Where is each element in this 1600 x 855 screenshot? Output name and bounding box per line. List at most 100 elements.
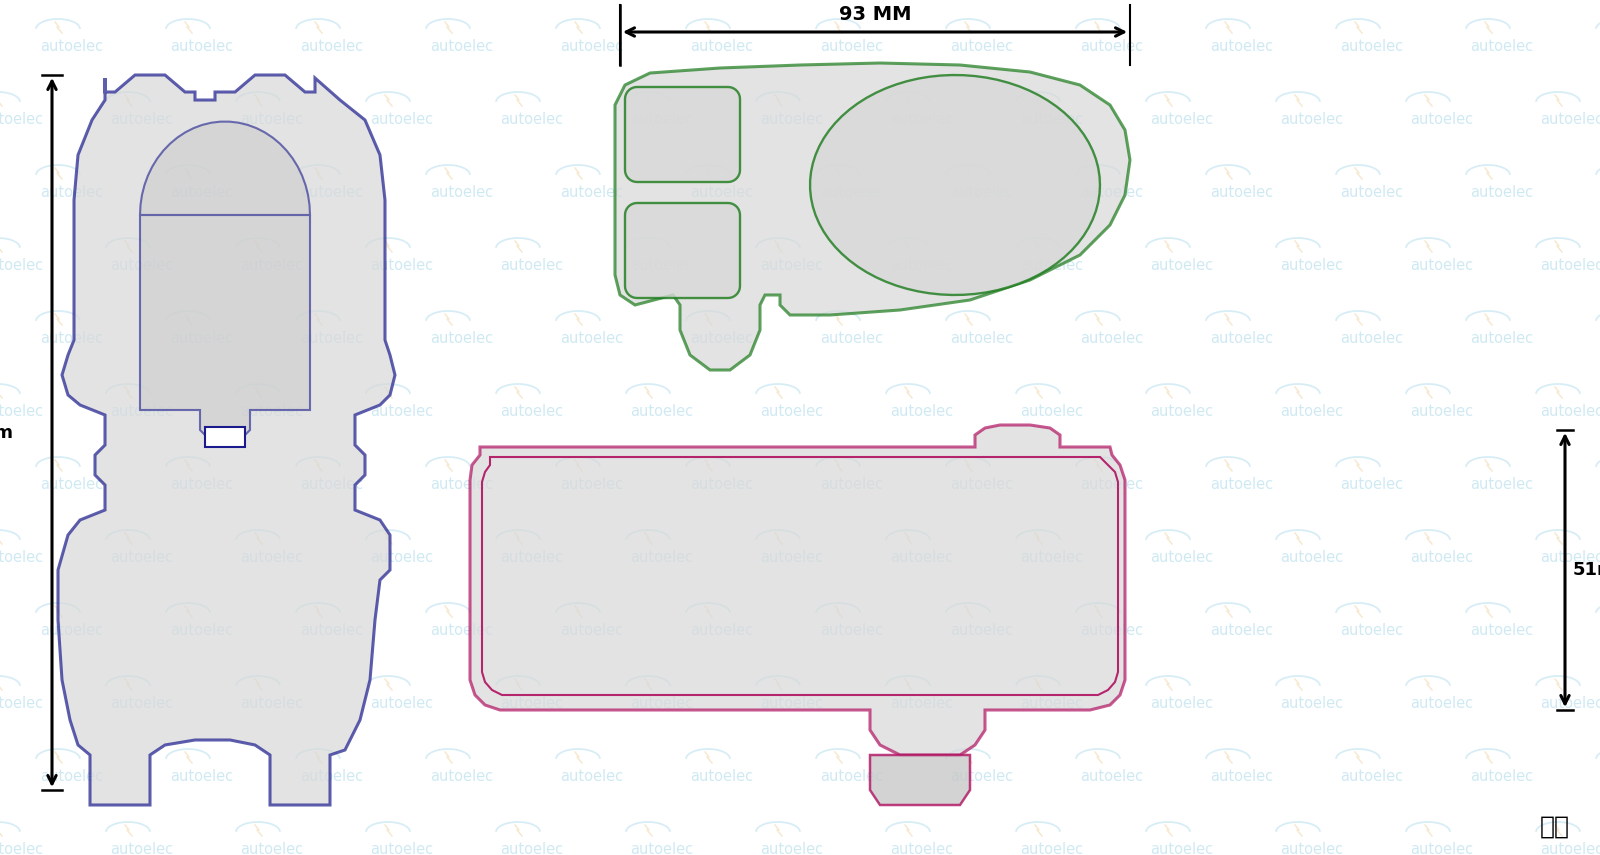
Text: autoelec: autoelec xyxy=(1539,404,1600,419)
Text: autoelec: autoelec xyxy=(630,258,693,273)
Text: autoelec: autoelec xyxy=(430,477,493,492)
Text: autoelec: autoelec xyxy=(1280,404,1342,419)
Text: autoelec: autoelec xyxy=(499,842,563,855)
Text: autoelec: autoelec xyxy=(1470,477,1533,492)
Text: autoelec: autoelec xyxy=(1150,550,1213,565)
Text: autoelec: autoelec xyxy=(370,404,434,419)
Text: autoelec: autoelec xyxy=(110,112,173,127)
Text: autoelec: autoelec xyxy=(1410,404,1474,419)
Text: autoelec: autoelec xyxy=(690,477,754,492)
Text: autoelec: autoelec xyxy=(240,842,302,855)
Text: 124mm: 124mm xyxy=(0,423,14,441)
Text: autoelec: autoelec xyxy=(170,185,234,200)
Text: autoelec: autoelec xyxy=(240,404,302,419)
Text: autoelec: autoelec xyxy=(560,39,622,54)
Text: autoelec: autoelec xyxy=(1539,842,1600,855)
Text: autoelec: autoelec xyxy=(370,696,434,711)
Text: autoelec: autoelec xyxy=(690,185,754,200)
Text: autoelec: autoelec xyxy=(560,477,622,492)
Polygon shape xyxy=(810,75,1101,295)
Text: autoelec: autoelec xyxy=(890,404,954,419)
Polygon shape xyxy=(626,87,739,182)
Text: autoelec: autoelec xyxy=(1210,39,1274,54)
Text: autoelec: autoelec xyxy=(1341,331,1403,346)
Polygon shape xyxy=(626,203,739,298)
Text: autoelec: autoelec xyxy=(560,185,622,200)
Text: autoelec: autoelec xyxy=(1021,404,1083,419)
Text: autoelec: autoelec xyxy=(110,404,173,419)
Text: autoelec: autoelec xyxy=(760,258,822,273)
Text: autoelec: autoelec xyxy=(1210,769,1274,784)
Text: autoelec: autoelec xyxy=(1280,258,1342,273)
Text: autoelec: autoelec xyxy=(240,696,302,711)
Text: autoelec: autoelec xyxy=(1410,112,1474,127)
Text: autoelec: autoelec xyxy=(430,331,493,346)
Text: autoelec: autoelec xyxy=(301,623,363,638)
Text: autoelec: autoelec xyxy=(370,550,434,565)
Text: autoelec: autoelec xyxy=(819,769,883,784)
Polygon shape xyxy=(470,425,1125,755)
Text: autoelec: autoelec xyxy=(1150,842,1213,855)
Text: autoelec: autoelec xyxy=(1210,185,1274,200)
Text: autoelec: autoelec xyxy=(499,550,563,565)
Text: autoelec: autoelec xyxy=(560,769,622,784)
Text: autoelec: autoelec xyxy=(301,331,363,346)
Text: autoelec: autoelec xyxy=(1080,39,1142,54)
Text: autoelec: autoelec xyxy=(690,331,754,346)
Text: autoelec: autoelec xyxy=(0,842,43,855)
Text: autoelec: autoelec xyxy=(819,185,883,200)
Text: autoelec: autoelec xyxy=(170,331,234,346)
Text: autoelec: autoelec xyxy=(430,185,493,200)
Text: autoelec: autoelec xyxy=(110,842,173,855)
Polygon shape xyxy=(870,755,970,805)
Text: autoelec: autoelec xyxy=(630,696,693,711)
Text: autoelec: autoelec xyxy=(430,39,493,54)
Text: autoelec: autoelec xyxy=(819,623,883,638)
Text: autoelec: autoelec xyxy=(1080,185,1142,200)
Text: autoelec: autoelec xyxy=(170,623,234,638)
Text: autoelec: autoelec xyxy=(110,550,173,565)
Text: autoelec: autoelec xyxy=(40,477,102,492)
Text: autoelec: autoelec xyxy=(0,696,43,711)
Text: autoelec: autoelec xyxy=(950,623,1013,638)
Text: autoelec: autoelec xyxy=(170,769,234,784)
Text: autoelec: autoelec xyxy=(1539,258,1600,273)
Text: autoelec: autoelec xyxy=(630,842,693,855)
Text: autoelec: autoelec xyxy=(890,258,954,273)
Text: autoelec: autoelec xyxy=(1021,842,1083,855)
Text: autoelec: autoelec xyxy=(1410,696,1474,711)
Text: autoelec: autoelec xyxy=(1280,550,1342,565)
Text: autoelec: autoelec xyxy=(1280,112,1342,127)
Text: autoelec: autoelec xyxy=(301,39,363,54)
Text: autoelec: autoelec xyxy=(1021,696,1083,711)
Text: autoelec: autoelec xyxy=(240,258,302,273)
Text: autoelec: autoelec xyxy=(819,477,883,492)
Text: autoelec: autoelec xyxy=(40,769,102,784)
Text: autoelec: autoelec xyxy=(1539,550,1600,565)
Text: autoelec: autoelec xyxy=(499,404,563,419)
Text: autoelec: autoelec xyxy=(301,185,363,200)
Text: autoelec: autoelec xyxy=(1021,550,1083,565)
Text: autoelec: autoelec xyxy=(819,39,883,54)
Text: 🇦🇺: 🇦🇺 xyxy=(1539,815,1570,839)
Text: autoelec: autoelec xyxy=(1539,696,1600,711)
Text: autoelec: autoelec xyxy=(690,769,754,784)
Text: autoelec: autoelec xyxy=(630,550,693,565)
Text: autoelec: autoelec xyxy=(890,696,954,711)
Text: autoelec: autoelec xyxy=(370,842,434,855)
Text: autoelec: autoelec xyxy=(0,258,43,273)
Text: autoelec: autoelec xyxy=(760,404,822,419)
Text: autoelec: autoelec xyxy=(40,39,102,54)
Text: autoelec: autoelec xyxy=(370,112,434,127)
Text: autoelec: autoelec xyxy=(819,331,883,346)
Text: autoelec: autoelec xyxy=(560,623,622,638)
Text: autoelec: autoelec xyxy=(1150,404,1213,419)
Text: autoelec: autoelec xyxy=(630,112,693,127)
Text: autoelec: autoelec xyxy=(240,112,302,127)
Text: autoelec: autoelec xyxy=(760,696,822,711)
Text: autoelec: autoelec xyxy=(499,112,563,127)
Text: autoelec: autoelec xyxy=(1150,258,1213,273)
Text: autoelec: autoelec xyxy=(1210,623,1274,638)
Text: autoelec: autoelec xyxy=(950,769,1013,784)
Text: autoelec: autoelec xyxy=(1150,696,1213,711)
